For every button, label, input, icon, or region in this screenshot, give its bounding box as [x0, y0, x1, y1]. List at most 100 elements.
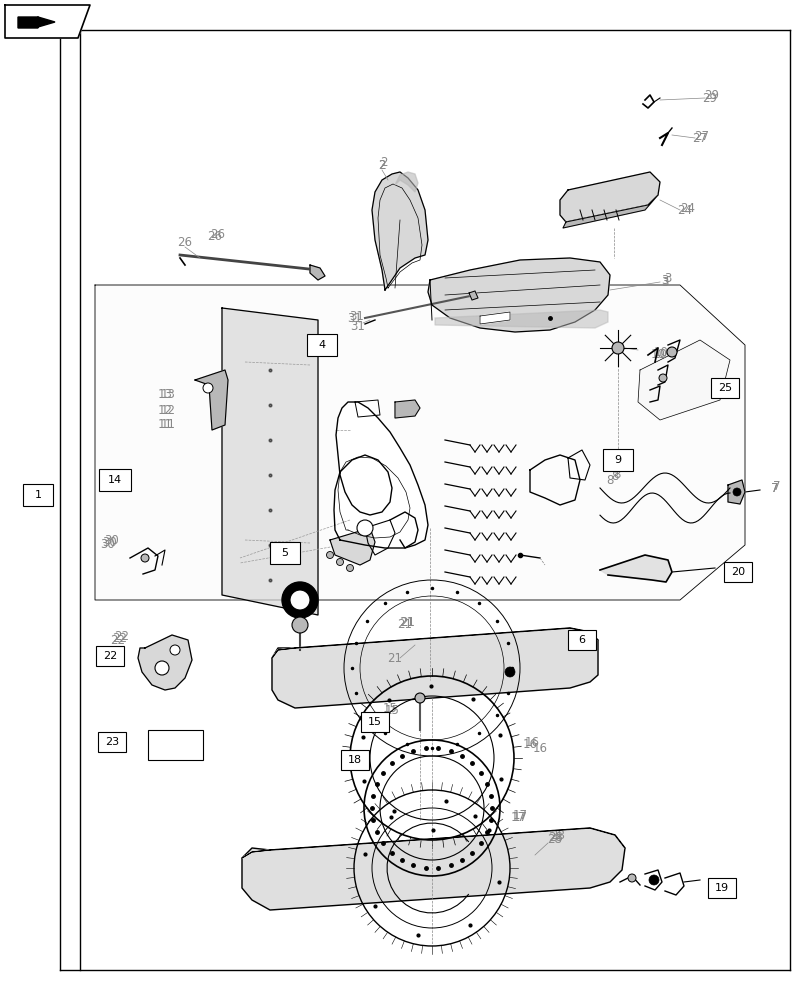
Text: 27: 27: [693, 130, 709, 143]
Circle shape: [346, 564, 353, 572]
Polygon shape: [427, 258, 609, 332]
Text: 21: 21: [397, 618, 412, 632]
Bar: [707, 878, 735, 898]
Text: 9: 9: [614, 455, 620, 465]
Polygon shape: [18, 17, 55, 28]
Text: 8: 8: [612, 468, 620, 481]
Text: 30: 30: [105, 534, 119, 548]
Text: 15: 15: [384, 704, 399, 716]
Polygon shape: [310, 265, 324, 280]
Polygon shape: [95, 285, 744, 600]
Text: 28: 28: [548, 831, 563, 844]
Text: 30: 30: [101, 538, 115, 552]
Text: 28: 28: [550, 829, 564, 842]
Text: 26: 26: [208, 231, 222, 243]
Polygon shape: [637, 340, 729, 420]
Polygon shape: [469, 291, 478, 300]
Text: 31: 31: [349, 310, 364, 322]
Circle shape: [666, 347, 676, 357]
Bar: [710, 378, 738, 398]
Polygon shape: [394, 400, 419, 418]
Circle shape: [141, 554, 148, 562]
Text: 22: 22: [113, 632, 127, 645]
Polygon shape: [272, 628, 597, 658]
Text: 4: 4: [318, 340, 325, 350]
Circle shape: [611, 342, 623, 354]
Bar: [270, 542, 299, 564]
Text: 10: 10: [650, 349, 665, 361]
Text: 12: 12: [161, 403, 175, 416]
Polygon shape: [329, 528, 375, 565]
Text: 17: 17: [512, 811, 527, 824]
Circle shape: [336, 558, 343, 566]
Text: 7: 7: [770, 482, 778, 494]
Text: 16: 16: [532, 742, 547, 754]
Circle shape: [648, 875, 659, 885]
Bar: [723, 562, 751, 582]
Text: 8: 8: [606, 474, 613, 487]
Text: 8: 8: [611, 470, 618, 483]
Text: 24: 24: [680, 202, 695, 215]
Circle shape: [659, 374, 666, 382]
Bar: [148, 730, 203, 760]
Circle shape: [357, 520, 372, 536]
Bar: [361, 712, 388, 732]
Text: 22: 22: [103, 651, 117, 661]
Text: 18: 18: [347, 755, 362, 765]
Polygon shape: [272, 628, 597, 708]
Text: 1: 1: [34, 490, 41, 500]
Text: 29: 29: [702, 92, 717, 105]
Text: 24: 24: [676, 204, 692, 217]
Text: 19: 19: [714, 883, 728, 893]
Polygon shape: [479, 312, 509, 324]
Text: 21: 21: [387, 652, 402, 664]
Polygon shape: [371, 172, 427, 290]
Text: 22: 22: [114, 630, 129, 643]
Bar: [603, 449, 633, 471]
Text: 7: 7: [770, 482, 778, 494]
Text: 14: 14: [108, 475, 122, 485]
Bar: [98, 732, 126, 752]
Polygon shape: [435, 310, 607, 328]
Polygon shape: [560, 172, 659, 222]
Circle shape: [290, 590, 310, 610]
Text: 26: 26: [178, 235, 192, 248]
Bar: [307, 334, 337, 356]
Circle shape: [627, 874, 635, 882]
Circle shape: [292, 617, 307, 633]
Text: 7: 7: [772, 480, 780, 492]
Text: 10: 10: [653, 346, 667, 359]
Text: 22: 22: [110, 634, 126, 647]
Polygon shape: [394, 172, 418, 192]
Text: 2: 2: [380, 156, 388, 169]
Text: 5: 5: [281, 548, 288, 558]
Text: 17: 17: [512, 809, 527, 822]
Bar: [568, 630, 595, 650]
Text: 12: 12: [157, 403, 172, 416]
Text: 3: 3: [663, 271, 671, 284]
Text: 11: 11: [157, 418, 172, 432]
Circle shape: [281, 582, 318, 618]
Text: 10: 10: [652, 349, 667, 361]
Bar: [99, 469, 131, 491]
Circle shape: [414, 693, 424, 703]
Text: 28: 28: [547, 833, 562, 846]
Text: 13: 13: [157, 388, 172, 401]
Circle shape: [504, 667, 514, 677]
Text: 3: 3: [660, 273, 668, 286]
Polygon shape: [195, 370, 228, 430]
Text: 31: 31: [347, 312, 362, 324]
Circle shape: [732, 488, 740, 496]
Text: 2: 2: [378, 159, 385, 172]
Polygon shape: [138, 635, 191, 690]
Text: 23: 23: [105, 737, 119, 747]
Circle shape: [326, 552, 333, 558]
Text: 6: 6: [577, 635, 585, 645]
Bar: [96, 646, 124, 666]
Circle shape: [155, 661, 169, 675]
Text: 15: 15: [367, 717, 381, 727]
Circle shape: [203, 383, 212, 393]
Text: 27: 27: [692, 132, 706, 145]
Text: 25: 25: [717, 383, 732, 393]
Polygon shape: [221, 308, 318, 615]
